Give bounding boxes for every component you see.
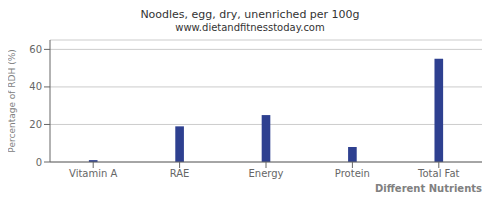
html-text:Noodles, egg, dry, unenriched: Noodles, egg, dry, unenriched per 100g <box>140 8 360 21</box>
svg-text:Total Fat: Total Fat <box>417 168 459 179</box>
svg-text:20: 20 <box>29 119 42 130</box>
svg-text:RAE: RAE <box>170 168 190 179</box>
svg-text:Percentage of RDH (%): Percentage of RDH (%) <box>8 49 17 152</box>
svg-text:40: 40 <box>29 81 42 92</box>
svg-text:0: 0 <box>36 157 42 168</box>
html-text:www.dietandfitnesstoday.com: www.dietandfitnesstoday.com <box>175 21 325 33</box>
svg-text:Different Nutrients: Different Nutrients <box>375 183 482 192</box>
svg-text:Protein: Protein <box>335 168 370 179</box>
svg-text:Vitamin A: Vitamin A <box>69 168 117 179</box>
svg-text:60: 60 <box>29 44 42 55</box>
svg-text:Energy: Energy <box>248 168 283 179</box>
